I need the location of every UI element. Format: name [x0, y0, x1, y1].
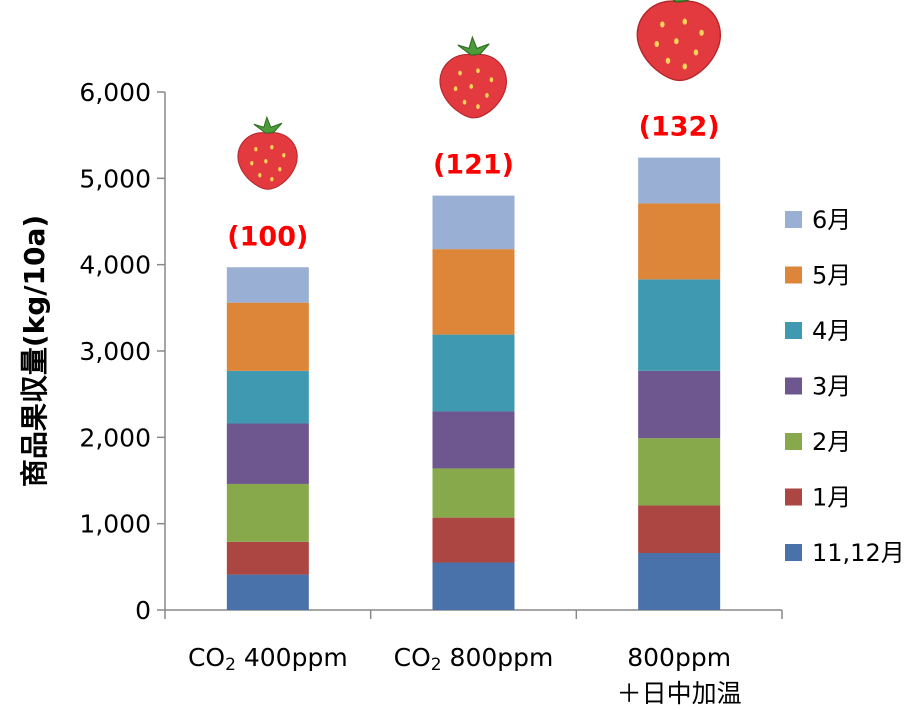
legend-swatch: [785, 211, 802, 228]
bar-segment: [226, 574, 309, 610]
bar-segment: [432, 468, 515, 518]
legend-label: 5月: [812, 262, 851, 290]
bar-segment: [226, 370, 309, 424]
x-category-label: CO2 800ppm: [394, 643, 554, 675]
x-category-label: 800ppm: [627, 643, 731, 672]
category-labels: CO2 400ppm CO2 800ppm 800ppm ＋日中加温: [188, 643, 742, 708]
strawberry-icon: [636, 0, 721, 82]
y-tick-label: 2,000: [79, 423, 151, 452]
legend-label: 11,12月: [812, 539, 905, 567]
axes: 0 1,000 2,000 3,000 4,000 5,000 6,000: [79, 78, 783, 625]
bar-segment: [638, 370, 721, 439]
y-tick-label: 6,000: [79, 78, 151, 107]
legend: 6月 5月 4月 3月 2月 1月 11,12月: [785, 206, 905, 567]
bar-segment: [432, 517, 515, 563]
legend-swatch: [785, 266, 802, 284]
bar-segment: [226, 267, 309, 303]
bar-segment: [638, 438, 721, 506]
bar-segment: [638, 505, 721, 554]
y-tick-label: 4,000: [79, 251, 151, 280]
legend-swatch: [785, 488, 802, 506]
y-tick-label: 3,000: [79, 337, 151, 366]
bar-segment: [638, 279, 721, 371]
legend-label: 3月: [812, 373, 851, 401]
bar-segment: [432, 334, 515, 412]
y-tick-label: 0: [135, 596, 151, 625]
y-tick-label: 1,000: [79, 510, 151, 539]
index-annotation: (121): [433, 150, 514, 181]
bar-segment: [432, 195, 515, 250]
bar-segment: [226, 423, 309, 484]
legend-swatch: [785, 322, 802, 339]
legend-label: 1月: [812, 484, 851, 512]
bar-segment: [638, 203, 721, 280]
bar-segment: [638, 157, 721, 204]
index-annotation: (100): [227, 221, 308, 252]
legend-swatch: [785, 377, 802, 395]
legend-swatch: [785, 544, 802, 561]
strawberry-icons: [237, 0, 721, 190]
y-axis-label: 商品果収量(kg/10a): [18, 215, 51, 487]
bar-segment: [432, 411, 515, 469]
bar-segment: [226, 483, 309, 542]
strawberry-icon: [237, 115, 298, 190]
y-tick-label: 5,000: [79, 164, 151, 193]
legend-label: 6月: [812, 206, 851, 234]
legend-swatch: [785, 433, 802, 450]
bar-segment: [226, 541, 309, 575]
x-category-label: CO2 400ppm: [188, 643, 348, 675]
index-annotation: (132): [639, 112, 720, 143]
bar-segment: [638, 553, 721, 610]
bar-segment: [432, 562, 515, 610]
bar-segment: [226, 302, 309, 371]
annotations: (100) (121) (132): [227, 112, 719, 253]
legend-label: 2月: [812, 428, 851, 456]
legend-label: 4月: [812, 317, 851, 345]
bar-segment: [432, 249, 515, 335]
strawberry-icon: [439, 35, 507, 119]
x-category-label-line2: ＋日中加温: [617, 679, 742, 708]
bars: [226, 157, 721, 610]
